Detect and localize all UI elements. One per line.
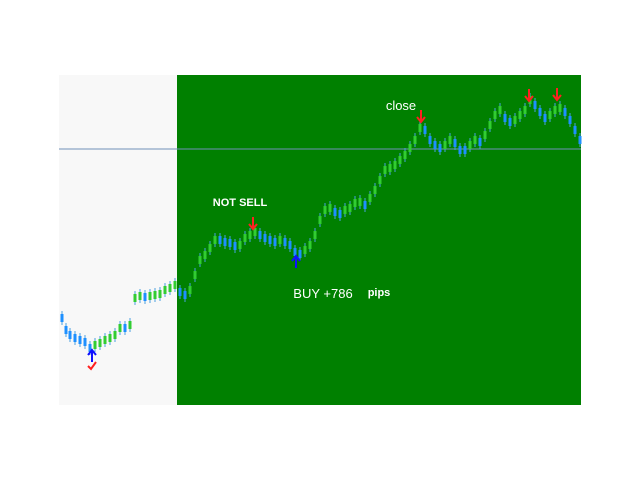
sell-arrows xyxy=(248,88,562,231)
check-mark xyxy=(87,361,97,371)
close-label: close xyxy=(386,98,416,113)
signal-area xyxy=(177,75,581,405)
buy-arrows xyxy=(87,254,301,362)
not-sell-label: NOT SELL xyxy=(213,197,268,209)
buy-label: BUY +786 xyxy=(293,286,352,301)
history-area xyxy=(59,75,177,405)
bull-candle-bodies xyxy=(93,96,562,349)
pips-label: pips xyxy=(368,287,391,299)
